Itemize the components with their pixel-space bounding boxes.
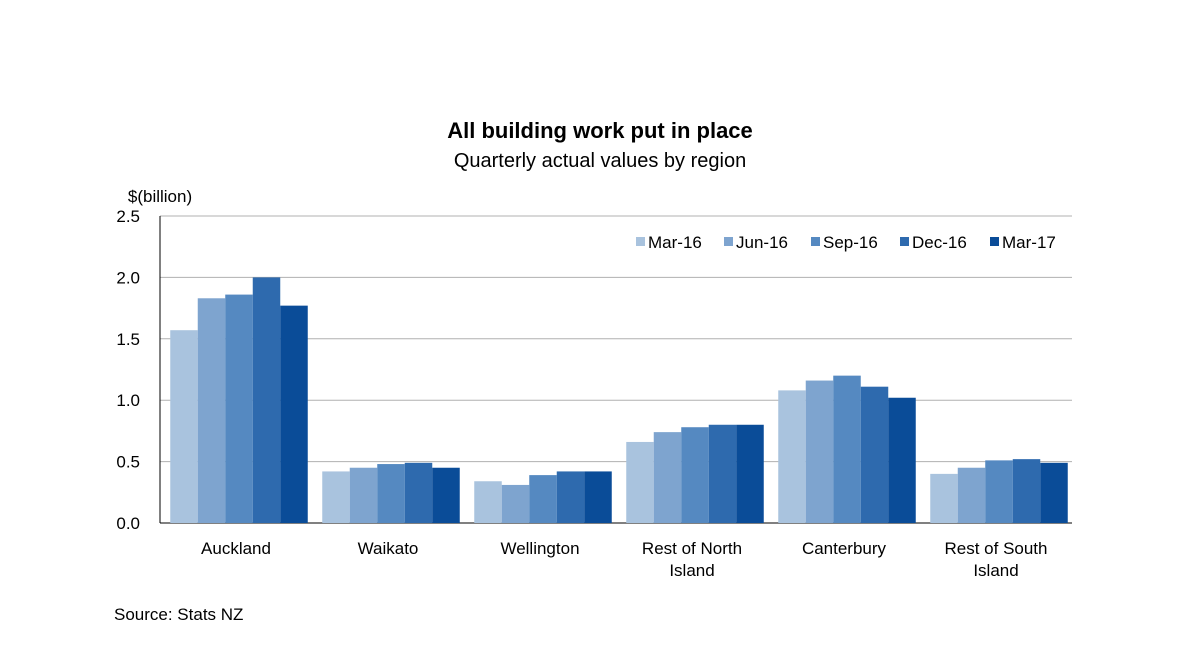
bar (349, 467, 378, 523)
bar (197, 298, 226, 523)
source-note: Source: Stats NZ (114, 605, 244, 624)
bar (805, 380, 834, 523)
y-tick-label: 1.0 (116, 391, 140, 410)
bar (377, 464, 405, 523)
y-axis-label: $(billion) (128, 187, 192, 206)
x-tick-label: Rest of South (944, 539, 1047, 558)
legend-swatch (724, 237, 733, 246)
x-tick-label: Rest of North (642, 539, 742, 558)
bar (1012, 459, 1041, 523)
bar (778, 390, 806, 523)
bar (474, 481, 502, 523)
legend-label: Dec-16 (912, 233, 967, 252)
chart-title: All building work put in place (447, 118, 753, 143)
chart-subtitle: Quarterly actual values by region (453, 150, 747, 172)
bar (736, 424, 764, 523)
bar (626, 441, 654, 523)
bar (653, 432, 682, 523)
x-tick-label: Auckland (201, 539, 271, 558)
y-tick-label: 2.5 (116, 207, 140, 226)
bar (529, 475, 557, 523)
bar (930, 473, 958, 523)
bar (860, 386, 889, 523)
x-tick-label: Wellington (500, 539, 579, 558)
bar (322, 471, 350, 523)
legend-swatch (990, 237, 999, 246)
bar (1040, 462, 1068, 523)
bar (888, 397, 916, 523)
x-tick-label: Island (973, 561, 1018, 580)
bar (833, 375, 861, 523)
legend-label: Jun-16 (736, 233, 788, 252)
bar (252, 277, 281, 523)
legend-swatch (900, 237, 909, 246)
bar (404, 462, 433, 523)
x-tick-label: Island (669, 561, 714, 580)
bar (170, 330, 198, 523)
y-tick-label: 2.0 (116, 268, 140, 287)
legend-label: Mar-16 (648, 233, 702, 252)
legend-label: Sep-16 (823, 233, 878, 252)
bar (501, 484, 530, 523)
bar (225, 294, 253, 523)
bar (584, 471, 612, 523)
bar (957, 467, 986, 523)
legend-swatch (636, 237, 645, 246)
bar (556, 471, 585, 523)
x-tick-label: Waikato (358, 539, 419, 558)
bar (280, 305, 308, 523)
bar (708, 424, 737, 523)
y-tick-label: 1.5 (116, 330, 140, 349)
y-tick-label: 0.0 (116, 514, 140, 533)
legend-label: Mar-17 (1002, 233, 1056, 252)
x-tick-label: Canterbury (802, 539, 887, 558)
legend-swatch (811, 237, 820, 246)
bar (432, 467, 460, 523)
bar (985, 460, 1013, 523)
y-tick-label: 0.5 (116, 453, 140, 472)
bar (681, 427, 709, 523)
